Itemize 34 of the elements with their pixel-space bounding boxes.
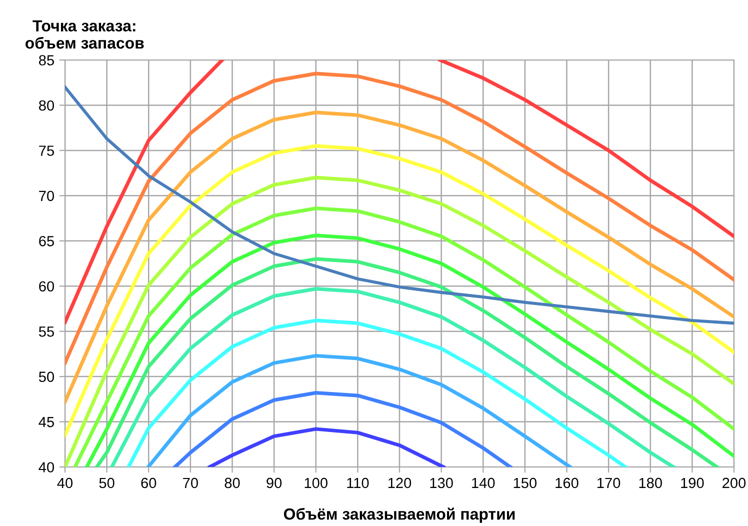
x-tick-label: 90 — [266, 478, 282, 488]
y-tick-label: 55 — [38, 326, 54, 337]
x-tick-label: 100 — [304, 478, 328, 488]
x-tick-label: 200 — [722, 478, 746, 488]
x-tick-label: 160 — [556, 478, 578, 488]
y-tick-label: 45 — [38, 417, 54, 428]
line-series — [208, 427, 446, 467]
line-series — [173, 391, 512, 467]
x-tick-label: 60 — [141, 478, 156, 488]
y-tick-label: 80 — [38, 100, 54, 111]
y-tick-label: 60 — [39, 281, 54, 292]
y-tick-label: 85 — [38, 55, 54, 66]
y-tick-label: 50 — [38, 372, 54, 382]
x-tick-label: 110 — [347, 478, 369, 488]
y-tick-label: 75 — [39, 146, 54, 156]
x-tick-label: 190 — [681, 478, 704, 488]
y-tick-label: 65 — [39, 236, 54, 246]
x-tick-label: 150 — [514, 478, 537, 488]
y-tick-label: 40 — [38, 462, 54, 472]
x-tick-label: 180 — [639, 478, 662, 488]
y-axis-title: Точка заказа: объем запасов — [25, 20, 144, 49]
y-tick-label: 70 — [39, 190, 54, 202]
x-tick-label: 120 — [388, 478, 412, 488]
x-tick-label: 80 — [224, 478, 240, 488]
x-tick-label: 140 — [472, 478, 495, 488]
x-tick-label: 40 — [57, 478, 73, 488]
x-axis-title: Объём заказываемой партии — [284, 508, 515, 523]
x-tick-label: 170 — [598, 478, 620, 488]
x-tick-label: 130 — [430, 478, 453, 488]
x-tick-label: 50 — [99, 478, 114, 488]
line-series — [126, 318, 628, 467]
line-series — [146, 354, 572, 467]
line-series — [110, 287, 676, 467]
x-tick-label: 70 — [183, 478, 198, 488]
